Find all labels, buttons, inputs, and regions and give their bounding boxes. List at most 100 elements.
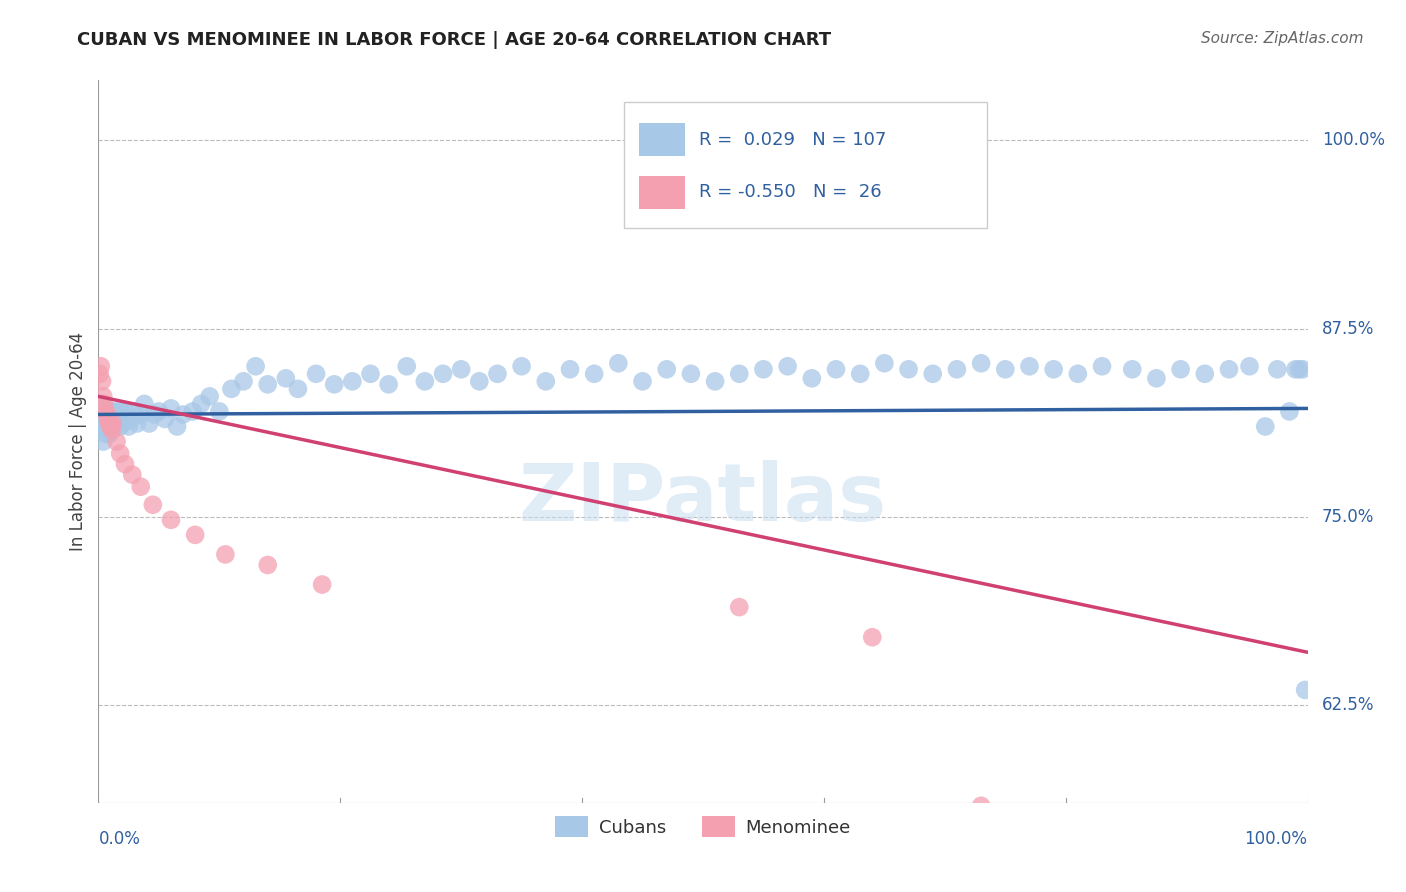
Point: [93, 417, 115, 431]
Point: [120, 412, 142, 426]
Point: [93, 397, 115, 411]
Point: [208, 404, 231, 418]
Text: CUBAN VS MENOMINEE IN LABOR FORCE | AGE 20-64 CORRELATION CHART: CUBAN VS MENOMINEE IN LABOR FORCE | AGE …: [77, 31, 831, 49]
Point: [172, 408, 194, 422]
Point: [395, 359, 418, 374]
Point: [486, 367, 509, 381]
Point: [221, 382, 243, 396]
Point: [860, 630, 883, 644]
FancyBboxPatch shape: [638, 176, 685, 209]
Point: [1121, 362, 1143, 376]
Text: R =  0.029   N = 107: R = 0.029 N = 107: [699, 130, 887, 149]
Y-axis label: In Labor Force | Age 20-64: In Labor Force | Age 20-64: [69, 332, 87, 551]
FancyBboxPatch shape: [624, 102, 987, 228]
Point: [198, 389, 221, 403]
Text: ZIPatlas: ZIPatlas: [519, 460, 887, 539]
Point: [101, 423, 124, 437]
Point: [728, 367, 751, 381]
Point: [160, 513, 183, 527]
Point: [89, 404, 111, 418]
Text: 62.5%: 62.5%: [1322, 696, 1375, 714]
Point: [970, 798, 993, 813]
Point: [655, 362, 678, 376]
Point: [98, 427, 121, 442]
Point: [1091, 359, 1114, 374]
Point: [103, 412, 125, 426]
Point: [114, 412, 136, 426]
Point: [108, 412, 131, 426]
Point: [305, 367, 328, 381]
Point: [108, 447, 131, 461]
Point: [115, 404, 138, 418]
Point: [97, 419, 120, 434]
Point: [534, 375, 557, 389]
Point: [946, 362, 969, 376]
Point: [100, 419, 122, 434]
Point: [104, 419, 127, 434]
Point: [105, 417, 128, 431]
Point: [1288, 362, 1310, 376]
Point: [800, 371, 823, 385]
Point: [311, 577, 333, 591]
Point: [166, 419, 188, 434]
Legend: Cubans, Menominee: Cubans, Menominee: [548, 809, 858, 845]
Point: [468, 375, 491, 389]
Point: [94, 427, 117, 442]
Point: [184, 528, 207, 542]
Point: [98, 404, 121, 418]
Point: [101, 417, 124, 431]
Point: [323, 377, 346, 392]
Point: [1239, 359, 1261, 374]
Point: [138, 417, 160, 431]
FancyBboxPatch shape: [638, 123, 685, 156]
Point: [214, 548, 236, 562]
Point: [153, 412, 176, 426]
Point: [631, 375, 654, 389]
Point: [108, 419, 131, 434]
Point: [160, 401, 183, 416]
Point: [607, 356, 630, 370]
Point: [121, 467, 143, 482]
Point: [181, 404, 204, 418]
Point: [1278, 404, 1301, 418]
Point: [91, 408, 114, 422]
Point: [776, 359, 799, 374]
Point: [110, 404, 132, 418]
Point: [704, 375, 727, 389]
Text: 100.0%: 100.0%: [1244, 830, 1308, 848]
Point: [873, 356, 896, 370]
Text: 87.5%: 87.5%: [1322, 319, 1375, 338]
Point: [91, 389, 114, 403]
Point: [921, 367, 943, 381]
Point: [825, 362, 848, 376]
Point: [1267, 362, 1289, 376]
Point: [1254, 419, 1277, 434]
Point: [510, 359, 533, 374]
Point: [105, 434, 128, 449]
Point: [100, 423, 122, 437]
Point: [97, 412, 120, 426]
Point: [752, 362, 775, 376]
Point: [994, 362, 1017, 376]
Point: [129, 408, 152, 422]
Text: 100.0%: 100.0%: [1322, 131, 1385, 150]
Point: [91, 375, 114, 389]
Text: R = -0.550   N =  26: R = -0.550 N = 26: [699, 183, 882, 202]
Point: [127, 417, 149, 431]
Point: [360, 367, 382, 381]
Point: [849, 367, 872, 381]
Point: [1067, 367, 1090, 381]
Point: [558, 362, 581, 376]
Point: [342, 375, 364, 389]
Point: [413, 375, 436, 389]
Point: [129, 480, 152, 494]
Point: [98, 417, 121, 431]
Point: [970, 356, 993, 370]
Point: [112, 408, 135, 422]
Point: [245, 359, 267, 374]
Point: [256, 558, 278, 572]
Text: 75.0%: 75.0%: [1322, 508, 1375, 525]
Point: [148, 404, 170, 418]
Point: [190, 397, 212, 411]
Point: [728, 600, 751, 615]
